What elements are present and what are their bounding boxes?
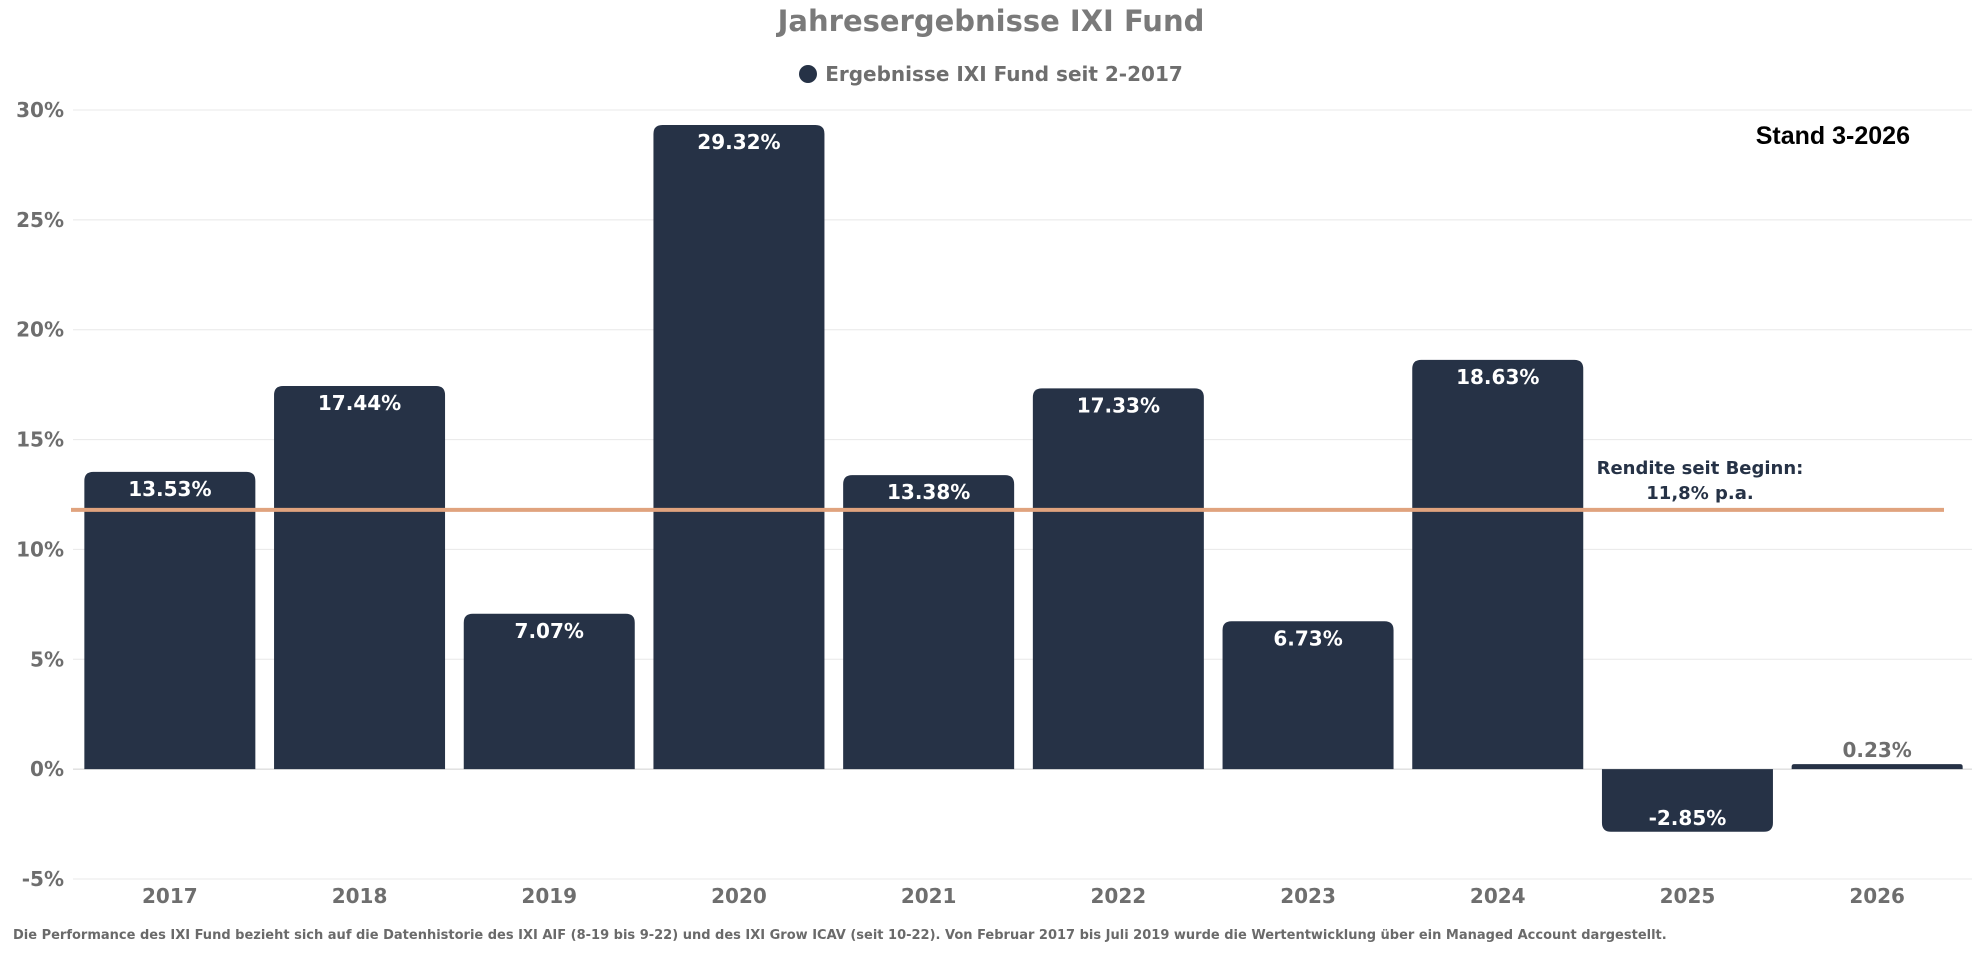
bar-2022[interactable] xyxy=(1032,388,1204,770)
data-label: 13.38% xyxy=(887,480,970,504)
x-tick-label: 2022 xyxy=(1091,884,1147,908)
x-tick-label: 2017 xyxy=(142,884,198,908)
legend-marker xyxy=(799,65,818,83)
average-return-label: Rendite seit Beginn: 11,8% p.a. xyxy=(1560,456,1840,506)
data-label: 17.33% xyxy=(1077,393,1160,417)
average-return-label-line2: 11,8% p.a. xyxy=(1646,483,1754,504)
x-tick-label: 2024 xyxy=(1470,884,1526,908)
x-tick-label: 2020 xyxy=(711,884,767,908)
data-label: 13.53% xyxy=(128,477,211,501)
chart-title: Jahresergebnisse IXI Fund xyxy=(777,4,1205,38)
legend[interactable]: Ergebnisse IXI Fund seit 2-2017 xyxy=(0,62,1982,88)
x-tick-label: 2019 xyxy=(521,884,577,908)
legend-series-label: Ergebnisse IXI Fund seit 2-2017 xyxy=(825,62,1183,86)
data-label: 18.63% xyxy=(1456,365,1539,389)
x-tick-label: 2021 xyxy=(901,884,957,908)
data-label: 6.73% xyxy=(1273,626,1342,650)
bar-2018[interactable] xyxy=(274,385,446,770)
y-tick-label: -5% xyxy=(22,867,64,891)
y-tick-label: 15% xyxy=(16,428,64,452)
data-label: 0.23% xyxy=(1842,738,1911,762)
y-tick-label: 10% xyxy=(16,537,64,561)
bar-2021[interactable] xyxy=(843,475,1015,770)
y-tick-label: 30% xyxy=(16,98,64,122)
y-tick-label: 25% xyxy=(16,208,64,232)
bar-2020[interactable] xyxy=(653,124,825,770)
data-label: 29.32% xyxy=(697,130,780,154)
x-tick-label: 2025 xyxy=(1660,884,1716,908)
x-tick-label: 2018 xyxy=(332,884,388,908)
footnote: Die Performance des IXI Fund bezieht sic… xyxy=(13,928,1667,943)
y-tick-label: 0% xyxy=(30,757,64,781)
data-label: 17.44% xyxy=(318,391,401,415)
average-return-label-line1: Rendite seit Beginn: xyxy=(1596,458,1804,479)
data-label: 7.07% xyxy=(515,619,584,643)
bar-2017[interactable] xyxy=(84,471,256,770)
bar-2023[interactable] xyxy=(1222,621,1394,770)
data-label: -2.85% xyxy=(1649,806,1727,830)
x-tick-label: 2023 xyxy=(1280,884,1336,908)
bar-2026[interactable] xyxy=(1791,764,1963,770)
y-tick-label: 5% xyxy=(30,647,64,671)
bar-2025[interactable] xyxy=(1601,769,1773,832)
bar-2024[interactable] xyxy=(1412,359,1584,770)
bar-2019[interactable] xyxy=(463,613,635,770)
y-tick-label: 20% xyxy=(16,318,64,342)
stand-annotation: Stand 3-2026 xyxy=(1755,122,1910,150)
x-tick-label: 2026 xyxy=(1849,884,1905,908)
